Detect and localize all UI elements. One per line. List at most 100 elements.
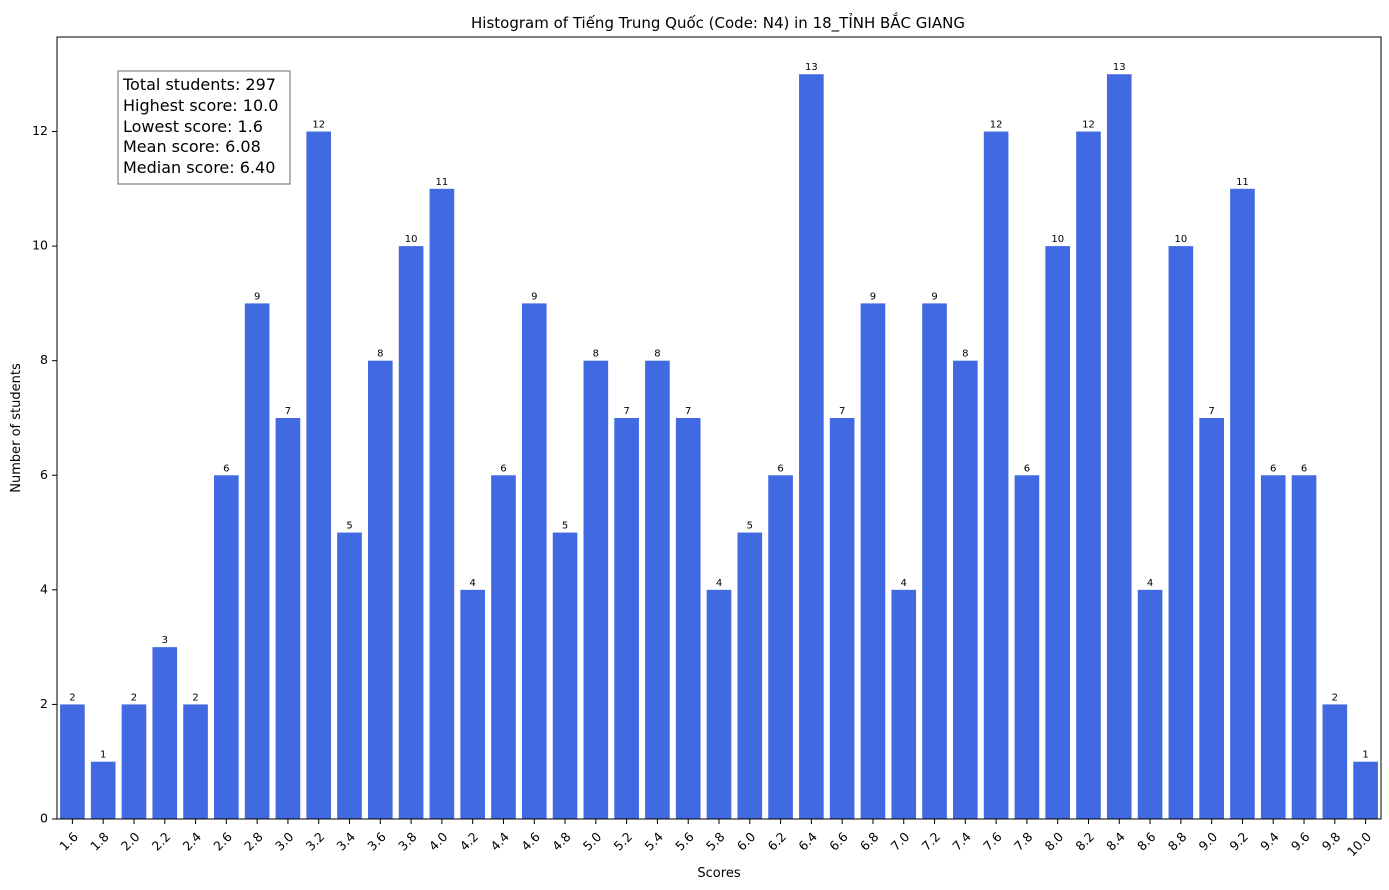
bar-9.2 — [1230, 188, 1255, 820]
bar-value-label-5.6: 7 — [685, 406, 691, 417]
x-tick-label-3.4: 3.4 — [333, 829, 358, 854]
x-tick-label-2.4: 2.4 — [179, 829, 204, 854]
x-tick-label-10.0: 10.0 — [1344, 829, 1374, 859]
bar-4.2 — [460, 589, 485, 819]
bar-5.4 — [645, 360, 670, 819]
y-axis-label: Number of students — [9, 363, 24, 493]
bar-value-label-6.2: 6 — [777, 463, 783, 474]
x-tick-label-2.8: 2.8 — [241, 829, 266, 854]
bar-value-label-8.6: 4 — [1147, 578, 1153, 589]
bar-value-label-6.8: 9 — [870, 291, 876, 302]
bar-value-label-9.6: 6 — [1301, 463, 1307, 474]
x-tick-label-3.0: 3.0 — [272, 829, 297, 854]
x-tick-label-8.2: 8.2 — [1072, 829, 1097, 854]
bar-value-label-10.0: 1 — [1362, 750, 1368, 761]
stats-annotation-box: Total students: 297 Highest score: 10.0 … — [117, 70, 291, 185]
x-tick-label-5.4: 5.4 — [641, 829, 666, 854]
bar-6.0 — [737, 532, 763, 819]
x-tick-label-7.4: 7.4 — [949, 829, 974, 854]
bar-value-label-8.8: 10 — [1174, 234, 1187, 245]
bar-value-label-7.0: 4 — [901, 578, 907, 589]
bar-7.4 — [953, 360, 978, 819]
bar-value-label-9.0: 7 — [1208, 406, 1214, 417]
bar-value-label-2.4: 2 — [192, 692, 198, 703]
bar-value-label-3.0: 7 — [285, 406, 291, 417]
bar-value-label-7.2: 9 — [931, 291, 937, 302]
bar-value-label-2.2: 3 — [162, 635, 168, 646]
bar-9.0 — [1199, 417, 1224, 819]
bar-value-label-8.2: 12 — [1082, 120, 1095, 131]
bar-1.8 — [90, 761, 116, 819]
bar-value-label-9.2: 11 — [1236, 177, 1249, 188]
bar-value-label-9.4: 6 — [1270, 463, 1276, 474]
plot-frame — [56, 36, 1382, 820]
x-tick-label-8.8: 8.8 — [1165, 829, 1190, 854]
x-tick-label-9.0: 9.0 — [1196, 829, 1221, 854]
stats-lowest-score: Lowest score: 1.6 — [123, 117, 263, 136]
x-tick-label-7.6: 7.6 — [980, 829, 1005, 854]
bar-7.6 — [983, 131, 1009, 819]
bar-7.0 — [891, 589, 917, 819]
x-tick-label-7.2: 7.2 — [918, 829, 943, 854]
x-tick-label-7.8: 7.8 — [1011, 829, 1036, 854]
stats-box-frame — [117, 70, 291, 185]
bar-value-label-3.2: 12 — [312, 120, 325, 131]
bar-3.4 — [337, 532, 362, 819]
x-tick-label-6.4: 6.4 — [795, 829, 820, 854]
bar-3.0 — [275, 417, 301, 819]
x-tick-label-4.2: 4.2 — [457, 829, 482, 854]
bar-value-label-5.0: 8 — [593, 349, 599, 360]
bar-8.0 — [1045, 246, 1071, 820]
bar-value-label-6.0: 5 — [747, 521, 753, 532]
x-tick-label-4.8: 4.8 — [549, 829, 574, 854]
x-tick-label-5.6: 5.6 — [672, 829, 697, 854]
x-axis-label: Scores — [697, 866, 740, 881]
y-tick-label-8: 8 — [40, 352, 48, 367]
y-axis: 0 2 4 6 8 10 12 — [32, 123, 57, 826]
bar-8.6 — [1137, 589, 1163, 819]
x-tick-label-1.8: 1.8 — [87, 829, 112, 854]
bar-value-label-4.8: 5 — [562, 521, 568, 532]
x-tick-label-8.4: 8.4 — [1103, 829, 1128, 854]
x-tick-label-4.6: 4.6 — [518, 829, 543, 854]
x-tick-label-9.6: 9.6 — [1288, 829, 1313, 854]
bars-group — [60, 74, 1378, 820]
x-tick-label-3.6: 3.6 — [364, 829, 389, 854]
y-tick-label-0: 0 — [40, 811, 48, 826]
stats-mean-score: Mean score: 6.08 — [123, 137, 261, 156]
bar-6.6 — [829, 417, 855, 819]
bar-value-label-2.8: 9 — [254, 291, 260, 302]
bar-5.0 — [583, 360, 609, 819]
bar-9.4 — [1260, 475, 1286, 819]
stats-total-students: Total students: 297 — [122, 75, 276, 94]
bar-3.6 — [367, 360, 393, 819]
y-tick-label-6: 6 — [40, 467, 48, 482]
bar-value-label-8.4: 13 — [1113, 62, 1126, 73]
x-tick-label-2.2: 2.2 — [149, 829, 174, 854]
x-tick-label-7.0: 7.0 — [888, 829, 913, 854]
y-tick-label-10: 10 — [32, 238, 48, 253]
x-tick-label-8.6: 8.6 — [1134, 829, 1159, 854]
bar-value-label-6.4: 13 — [805, 62, 818, 73]
bar-5.8 — [706, 589, 732, 819]
x-tick-label-2.6: 2.6 — [210, 829, 235, 854]
x-tick-label-6.0: 6.0 — [734, 829, 759, 854]
bar-3.2 — [306, 131, 332, 819]
bar-5.6 — [675, 417, 701, 819]
bar-8.8 — [1168, 246, 1194, 820]
chart-title: Histogram of Tiếng Trung Quốc (Code: N4)… — [471, 11, 965, 33]
bar-10.0 — [1353, 761, 1378, 819]
bar-value-label-5.2: 7 — [623, 406, 629, 417]
x-tick-label-4.4: 4.4 — [487, 829, 512, 854]
x-tick-label-4.0: 4.0 — [426, 829, 451, 854]
bar-value-label-7.6: 12 — [990, 120, 1003, 131]
x-tick-label-3.8: 3.8 — [395, 829, 420, 854]
bar-value-label-5.4: 8 — [654, 349, 660, 360]
bar-value-label-3.4: 5 — [346, 521, 352, 532]
bar-3.8 — [398, 246, 424, 820]
x-tick-label-5.2: 5.2 — [611, 829, 636, 854]
bar-value-label-4.2: 4 — [469, 578, 475, 589]
y-tick-label-2: 2 — [40, 696, 48, 711]
x-axis: 1.6 1.8 2.0 2.2 2.4 2.6 2.8 3.0 3.2 3.4 3.6 3.8 4.0 4… — [56, 819, 1374, 859]
